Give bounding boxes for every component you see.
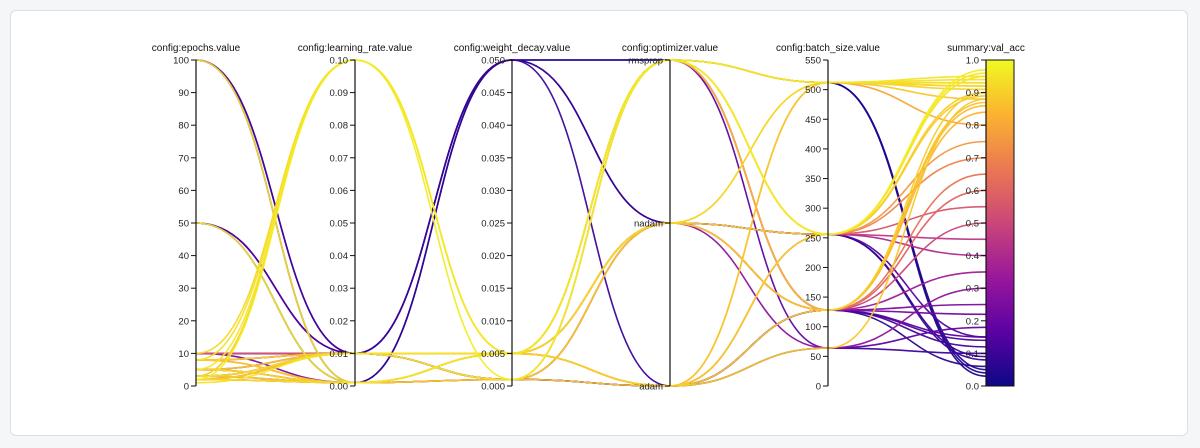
tick-label-learning_rate-2: 0.02: [330, 316, 349, 327]
axis-title-weight_decay[interactable]: config:weight_decay.value: [454, 43, 571, 54]
axis-batch_size[interactable]: config:batch_size.value 0 50 100 150 200 250 30…: [776, 43, 880, 393]
tick-label-epochs-10: 100: [173, 56, 189, 67]
run-line-24[interactable]: [195, 81, 987, 384]
tick-label-epochs-3: 30: [178, 284, 189, 295]
axis-learning_rate[interactable]: config:learning_rate.value 0.00 0.01 0.02 0.…: [298, 43, 413, 393]
tick-label-val_acc-6: 0.6: [966, 186, 979, 197]
axis-epochs[interactable]: config:epochs.value 0 10 20 30 40 50 60 70 80 90 10…: [152, 43, 241, 393]
tick-label-val_acc-0: 0.0: [966, 382, 979, 393]
tick-label-batch_size-4: 200: [805, 263, 821, 274]
tick-label-learning_rate-8: 0.08: [330, 121, 349, 132]
tick-label-epochs-0: 0: [184, 382, 189, 393]
axes: config:epochs.value 0 10 20 30 40 50 60 70 80 90 10…: [152, 43, 1025, 393]
tick-label-learning_rate-5: 0.05: [330, 219, 349, 230]
tick-label-val_acc-8: 0.8: [966, 121, 979, 132]
tick-label-batch_size-0: 0: [816, 382, 821, 393]
tick-label-batch_size-2: 100: [805, 322, 821, 333]
color-scale: [985, 59, 1015, 387]
tick-label-val_acc-7: 0.7: [966, 153, 979, 164]
tick-label-val_acc-4: 0.4: [966, 251, 979, 262]
tick-label-weight_decay-2: 0.010: [481, 316, 505, 327]
run-lines: [195, 59, 987, 387]
tick-label-batch_size-10: 500: [805, 85, 821, 96]
tick-label-weight_decay-4: 0.020: [481, 251, 505, 262]
tick-label-batch_size-7: 350: [805, 174, 821, 185]
run-line-23[interactable]: [195, 59, 987, 381]
tick-label-epochs-1: 10: [178, 349, 189, 360]
tick-label-optimizer-2: rmsprop: [628, 56, 663, 67]
tick-label-learning_rate-4: 0.04: [330, 251, 349, 262]
run-line-0[interactable]: [195, 59, 987, 371]
tick-label-learning_rate-6: 0.06: [330, 186, 349, 197]
tick-label-weight_decay-3: 0.015: [481, 284, 505, 295]
tick-label-epochs-4: 40: [178, 251, 189, 262]
tick-label-weight_decay-6: 0.030: [481, 186, 505, 197]
tick-label-batch_size-11: 550: [805, 56, 821, 67]
tick-label-epochs-8: 80: [178, 121, 189, 132]
run-line-26[interactable]: [195, 101, 987, 384]
axis-optimizer[interactable]: config:optimizer.value adam nadam rmsprop: [622, 43, 719, 393]
tick-label-weight_decay-9: 0.045: [481, 88, 505, 99]
axis-title-optimizer[interactable]: config:optimizer.value: [622, 43, 719, 54]
tick-label-optimizer-1: nadam: [634, 219, 663, 230]
tick-label-epochs-2: 20: [178, 316, 189, 327]
tick-label-weight_decay-7: 0.035: [481, 153, 505, 164]
run-line-13[interactable]: [195, 59, 987, 361]
run-line-30[interactable]: [195, 59, 987, 361]
tick-label-epochs-7: 70: [178, 153, 189, 164]
tick-label-val_acc-3: 0.3: [966, 284, 979, 295]
tick-label-weight_decay-10: 0.050: [481, 56, 505, 67]
tick-label-learning_rate-1: 0.01: [330, 349, 349, 360]
color-scale-bar: [985, 59, 1015, 387]
tick-label-batch_size-9: 450: [805, 115, 821, 126]
axis-val_acc[interactable]: summary:val_acc 0.0 0.1 0.2 0.3 0.4 0.5 0.6 0.7 0…: [947, 43, 1025, 393]
tick-label-epochs-5: 50: [178, 219, 189, 230]
axis-title-epochs[interactable]: config:epochs.value: [152, 43, 241, 54]
tick-label-epochs-6: 60: [178, 186, 189, 197]
tick-label-weight_decay-1: 0.005: [481, 349, 505, 360]
tick-label-val_acc-2: 0.2: [966, 316, 979, 327]
tick-label-batch_size-1: 50: [810, 352, 821, 363]
axis-weight_decay[interactable]: config:weight_decay.value 0.000 0.005 0.010…: [454, 43, 571, 393]
tick-label-batch_size-8: 400: [805, 144, 821, 155]
run-line-16[interactable]: [195, 59, 987, 371]
tick-label-learning_rate-3: 0.03: [330, 284, 349, 295]
tick-label-batch_size-3: 150: [805, 293, 821, 304]
tick-label-val_acc-5: 0.5: [966, 219, 979, 230]
tick-label-learning_rate-7: 0.07: [330, 153, 349, 164]
tick-label-weight_decay-8: 0.040: [481, 121, 505, 132]
tick-label-val_acc-1: 0.1: [966, 349, 979, 360]
tick-label-weight_decay-5: 0.025: [481, 219, 505, 230]
tick-label-learning_rate-0: 0.00: [330, 382, 349, 393]
tick-label-epochs-9: 90: [178, 88, 189, 99]
axis-title-learning_rate[interactable]: config:learning_rate.value: [298, 43, 413, 54]
run-line-17[interactable]: [195, 81, 987, 384]
tick-label-val_acc-10: 1.0: [966, 56, 979, 67]
tick-label-batch_size-5: 250: [805, 233, 821, 244]
tick-label-weight_decay-0: 0.000: [481, 382, 505, 393]
tick-label-optimizer-0: adam: [639, 382, 663, 393]
axis-title-val_acc[interactable]: summary:val_acc: [947, 43, 1025, 54]
tick-label-val_acc-9: 0.9: [966, 88, 979, 99]
tick-label-learning_rate-10: 0.10: [330, 56, 349, 67]
tick-label-batch_size-6: 300: [805, 204, 821, 215]
axis-title-batch_size[interactable]: config:batch_size.value: [776, 43, 880, 54]
tick-label-learning_rate-9: 0.09: [330, 88, 349, 99]
